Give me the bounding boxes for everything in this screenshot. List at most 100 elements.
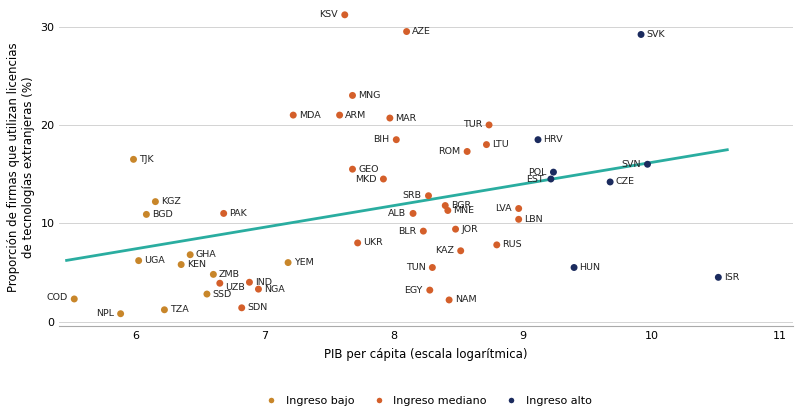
Text: HRV: HRV [543,135,563,144]
Point [442,207,454,214]
Text: MKD: MKD [355,174,377,184]
Point [422,192,435,199]
Text: SRB: SRB [402,191,422,200]
Point [512,216,525,223]
Point [547,169,560,176]
Point [214,280,226,287]
Point [114,310,127,317]
Point [604,178,617,185]
Point [417,228,430,234]
Text: MNE: MNE [454,206,474,215]
Text: IND: IND [255,278,272,287]
Text: SVK: SVK [646,30,666,39]
Text: MDA: MDA [298,111,321,120]
Text: GHA: GHA [196,250,217,259]
Point [712,274,725,280]
Text: AZE: AZE [412,27,431,36]
Text: TUR: TUR [462,120,482,130]
Point [449,226,462,232]
Text: BLR: BLR [398,227,417,236]
Point [568,264,581,271]
Text: EGY: EGY [405,285,423,295]
Point [512,205,525,212]
Text: TUN: TUN [406,263,426,272]
Text: POL: POL [528,168,546,177]
Point [423,287,436,293]
Point [140,211,153,218]
Text: EST: EST [526,174,544,184]
Point [461,148,474,155]
Text: UKR: UKR [363,238,383,247]
Text: PAK: PAK [230,209,247,218]
Text: UGA: UGA [144,256,165,265]
Point [127,156,140,163]
Point [383,115,396,121]
Point [184,251,197,258]
Text: NGA: NGA [264,285,285,293]
Text: ARM: ARM [345,111,366,120]
Y-axis label: Proporción de firmas que utilizan licencias
de tecnologías extranjeras (%): Proporción de firmas que utilizan licenc… [7,42,35,291]
Text: KSV: KSV [319,10,338,19]
X-axis label: PIB per cápita (escala logarítmica): PIB per cápita (escala logarítmica) [324,348,528,361]
Point [545,176,558,182]
Point [351,240,364,246]
Text: SDN: SDN [247,303,267,312]
Point [252,286,265,293]
Text: UZB: UZB [226,283,245,292]
Point [377,176,390,182]
Point [68,296,81,302]
Text: BGD: BGD [152,210,173,219]
Text: ALB: ALB [388,209,406,218]
Point [132,257,145,264]
Text: NAM: NAM [454,296,476,304]
Text: YEM: YEM [294,258,314,267]
Text: KEN: KEN [186,260,206,269]
Text: LTU: LTU [492,140,509,149]
Point [482,122,495,128]
Point [531,136,544,143]
Text: KGZ: KGZ [161,197,181,206]
Point [334,112,346,118]
Text: NPL: NPL [96,309,114,318]
Text: RUS: RUS [502,240,522,250]
Point [174,261,187,268]
Point [426,264,438,271]
Text: MAR: MAR [395,114,417,122]
Text: CZE: CZE [616,178,634,186]
Point [338,11,351,18]
Text: TJK: TJK [139,155,154,164]
Text: BIH: BIH [374,135,390,144]
Text: TZA: TZA [170,305,189,314]
Point [218,210,230,217]
Point [282,259,294,266]
Text: ISR: ISR [724,273,739,282]
Text: ROM: ROM [438,147,460,156]
Text: ZMB: ZMB [219,270,240,279]
Text: SSD: SSD [213,290,232,298]
Text: JOR: JOR [461,224,478,234]
Text: COD: COD [46,293,67,302]
Point [490,242,503,248]
Point [634,31,647,38]
Text: KAZ: KAZ [434,246,454,255]
Text: MNG: MNG [358,91,381,100]
Point [287,112,300,118]
Point [406,210,419,217]
Point [158,306,171,313]
Point [346,92,359,99]
Point [439,202,452,209]
Text: LBN: LBN [524,215,543,224]
Point [243,279,256,285]
Text: SVN: SVN [621,160,641,169]
Legend: Ingreso bajo, Ingreso mediano, Ingreso alto: Ingreso bajo, Ingreso mediano, Ingreso a… [256,392,596,410]
Point [390,136,402,143]
Point [454,247,467,254]
Point [442,297,455,303]
Point [400,28,413,35]
Point [235,304,248,311]
Text: HUN: HUN [580,263,601,272]
Point [480,141,493,148]
Text: BGR: BGR [451,201,471,210]
Point [346,166,359,173]
Text: LVA: LVA [495,204,512,213]
